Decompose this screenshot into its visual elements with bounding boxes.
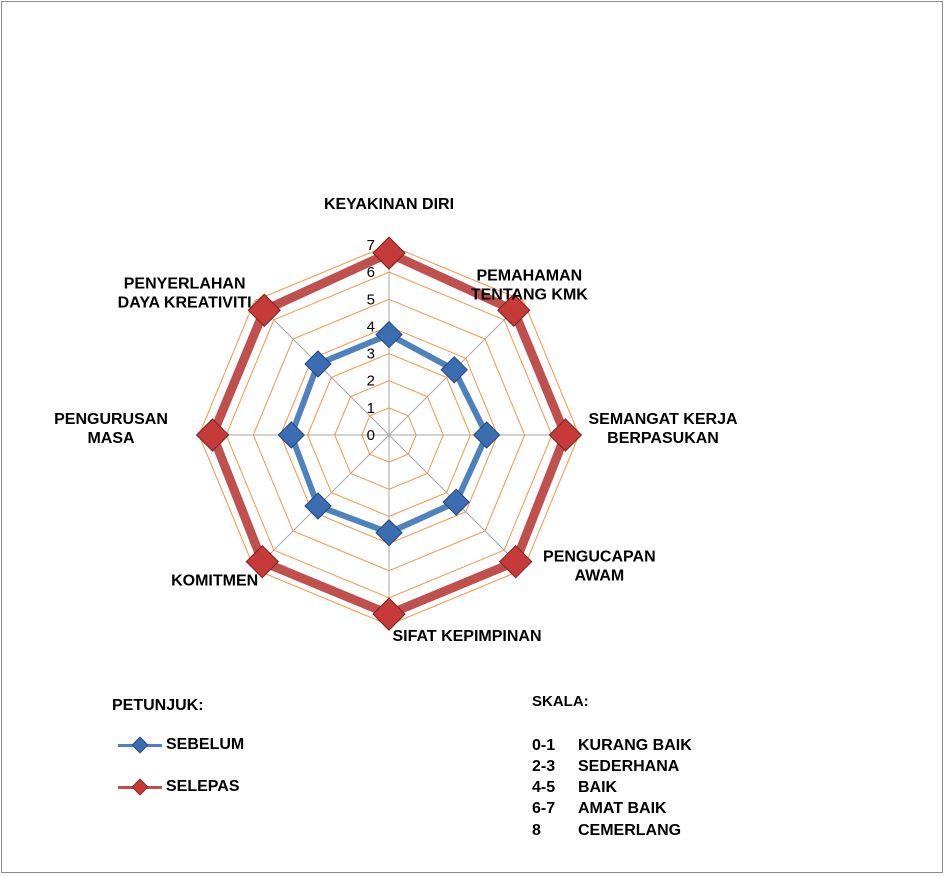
radar-gridline — [307, 353, 471, 517]
radial-tick-label: 6 — [367, 264, 375, 281]
scale-range: 4-5 — [532, 779, 556, 796]
scale-row: 2-3 SEDERHANA — [532, 758, 679, 776]
legend-entry-selepas: SELEPAS — [118, 778, 240, 796]
radial-tick-label: 3 — [367, 346, 375, 363]
radar-gridline — [334, 380, 444, 490]
radial-tick-label: 0 — [367, 427, 375, 444]
legend-marker-selepas — [131, 778, 149, 795]
category-label: SIFAT KEPIMPINAN — [392, 628, 541, 645]
category-label: PENYERLAHAN — [124, 276, 246, 293]
legend-label-sebelum: SEBELUM — [166, 736, 245, 753]
data-point-sebelum — [375, 320, 403, 349]
scale-row: 4-5 BAIK — [532, 779, 617, 797]
data-point-sebelum — [277, 421, 305, 449]
scale-label: SEDERHANA — [578, 758, 680, 775]
scale-label: AMAT BAIK — [578, 800, 667, 817]
scale-row: 0-1 KURANG BAIK — [532, 737, 692, 755]
category-label: PENGUCAPAN — [543, 548, 656, 565]
scale-row: 6-7 AMAT BAIK — [532, 800, 667, 818]
category-label: TENTANG KMK — [471, 287, 588, 304]
scale-range: 2-3 — [532, 758, 556, 775]
data-point-sebelum — [304, 350, 332, 378]
radial-tick-label: 1 — [367, 400, 375, 417]
legend-label-selepas: SELEPAS — [166, 778, 240, 795]
data-point-selepas — [548, 418, 583, 452]
scale-title: SKALA: — [532, 693, 589, 710]
data-point-selepas — [372, 597, 406, 631]
scale-row: 8 CEMERLANG — [532, 822, 681, 840]
radial-tick-label: 5 — [367, 291, 375, 308]
data-point-selepas — [498, 544, 533, 579]
radial-tick-label: 7 — [367, 237, 375, 254]
data-point-sebelum — [304, 492, 332, 520]
category-label: AWAM — [574, 567, 624, 584]
data-point-sebelum — [440, 356, 468, 384]
radial-tick-label: 4 — [367, 318, 375, 335]
category-label: SEMANGAT KERJA — [588, 411, 737, 428]
data-point-sebelum — [375, 519, 403, 547]
legend-line-selepas — [118, 778, 162, 795]
category-label: KOMITMEN — [171, 572, 258, 589]
data-point-selepas — [247, 293, 281, 327]
scale-range: 8 — [532, 822, 541, 839]
category-label: MASA — [87, 430, 135, 447]
data-point-selepas — [245, 544, 280, 579]
legend-marker-sebelum — [131, 736, 149, 753]
category-label: DAYA KREATIVITI — [118, 295, 252, 312]
data-point-sebelum — [442, 488, 470, 516]
data-point-selepas — [195, 418, 230, 452]
scale-range: 0-1 — [532, 737, 556, 754]
legend-entry-sebelum: SEBELUM — [118, 736, 244, 754]
scale-label: BAIK — [578, 779, 618, 796]
radial-tick-label: 2 — [367, 373, 375, 390]
category-label: PEMAHAMAN — [476, 268, 582, 285]
scale-label: CEMERLANG — [578, 822, 682, 839]
category-label: KEYAKINAN DIRI — [324, 196, 454, 213]
category-label: PENGURUSAN — [54, 411, 168, 428]
scale-range: 6-7 — [532, 800, 556, 817]
category-label: BERPASUKAN — [607, 430, 719, 447]
radar-gridline — [361, 407, 417, 463]
legend-line-sebelum — [118, 736, 162, 753]
legend-title: PETUNJUK: — [112, 697, 204, 714]
radar-gridline — [252, 298, 526, 572]
data-point-selepas — [372, 236, 406, 270]
scale-label: KURANG BAIK — [578, 737, 692, 754]
data-point-sebelum — [473, 421, 501, 449]
data-point-selepas — [497, 293, 531, 327]
